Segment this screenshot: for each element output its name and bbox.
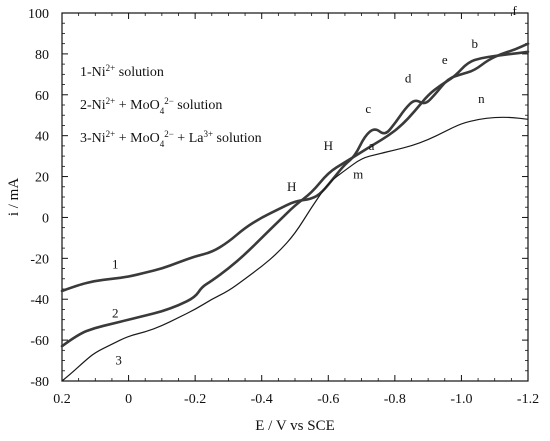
y-tick-label: 60 (35, 89, 49, 104)
axis-ticks (61, 12, 529, 382)
legend-entry-2: 2-Ni2+ + MoO42− solution (80, 96, 222, 116)
legend-text-part: 3+ (203, 129, 213, 139)
legend-text-part: 3-Ni (80, 131, 106, 146)
y-tick-label: 20 (35, 171, 49, 186)
annotation-label: m (353, 167, 363, 182)
y-tick-label: -60 (30, 334, 49, 349)
annotation-label: b (471, 36, 478, 51)
legend-text-part: 2+ (106, 63, 116, 73)
legend-entry-3: 3-Ni2+ + MoO42− + La3+ solution (80, 129, 262, 149)
legend-text-part: solution (174, 98, 223, 113)
x-tick-label: 0 (125, 392, 132, 407)
annotation-label: c (365, 101, 371, 116)
annotation-label: e (442, 52, 448, 67)
legend-text-part: solution (115, 65, 164, 80)
legend-text-part: 2− (164, 96, 174, 106)
legend-text-part: + MoO (115, 98, 159, 113)
y-tick-labels: 100 80 60 40 20 0 -20 -40 -60 -80 (28, 7, 49, 390)
series-line-1 (60, 42, 530, 293)
legend-text-part: + La (174, 131, 204, 146)
annotation-label: H (287, 179, 296, 194)
x-tick-label: -0.8 (384, 392, 406, 407)
y-tick-label: 100 (28, 7, 49, 22)
x-tick-labels: 0.2 0 -0.2 -0.4 -0.6 -0.8 -1.0 -1.2 (53, 392, 539, 407)
legend-text-part: 1-Ni (80, 65, 106, 80)
y-axis-title: i / mA (6, 178, 22, 217)
x-tick-label: -0.4 (251, 392, 273, 407)
annotation-label: 1 (112, 257, 119, 272)
x-tick-label: -0.2 (184, 392, 206, 407)
annotation-label: d (405, 71, 412, 86)
x-tick-label: -1.2 (517, 392, 539, 407)
legend-text-part: 2+ (106, 129, 116, 139)
annotation-label: a (369, 138, 375, 153)
legend-text-part: 2+ (106, 96, 116, 106)
legend-text-part: 2-Ni (80, 98, 106, 113)
annotation-label: H (324, 138, 333, 153)
series-line-3 (61, 116, 529, 382)
y-tick-label: -40 (30, 293, 49, 308)
x-tick-label: -1.0 (450, 392, 472, 407)
annotation-label: f (513, 3, 518, 18)
annotation-label: 3 (115, 353, 122, 368)
annotation-label: n (478, 91, 485, 106)
x-tick-label: -0.6 (317, 392, 339, 407)
annotation-label: 2 (112, 306, 119, 321)
y-tick-label: 0 (42, 211, 49, 226)
y-tick-label: 80 (35, 48, 49, 63)
x-axis-title: E / V vs SCE (255, 418, 334, 434)
legend-text-part: + MoO (115, 131, 159, 146)
legend-text-part: solution (213, 131, 262, 146)
series-lines (60, 42, 530, 382)
curve-annotations: 1 2 3 H H am c d e b f n (112, 3, 518, 368)
y-tick-label: -20 (30, 252, 49, 267)
legend-text-part: 4 (160, 106, 165, 116)
legend-entry-1: 1-Ni2+ solution (80, 63, 164, 80)
series-line-2 (60, 50, 530, 348)
x-tick-label: 0.2 (53, 392, 71, 407)
legend-text-part: 4 (160, 139, 165, 149)
y-tick-label: -80 (30, 375, 49, 390)
legend-text-part: 2− (164, 129, 174, 139)
y-tick-label: 40 (35, 130, 49, 145)
